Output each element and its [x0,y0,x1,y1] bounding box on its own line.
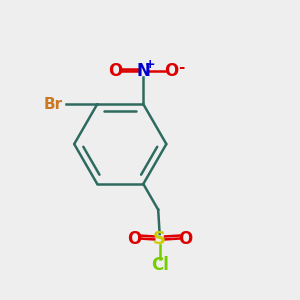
Text: O: O [127,230,142,247]
Text: O: O [164,62,179,80]
Text: +: + [145,58,155,71]
Text: O: O [178,230,192,247]
Text: Br: Br [44,97,63,112]
Text: O: O [108,62,122,80]
Text: Cl: Cl [151,256,169,274]
Text: S: S [153,230,166,248]
Text: N: N [136,62,150,80]
Text: -: - [178,59,184,74]
